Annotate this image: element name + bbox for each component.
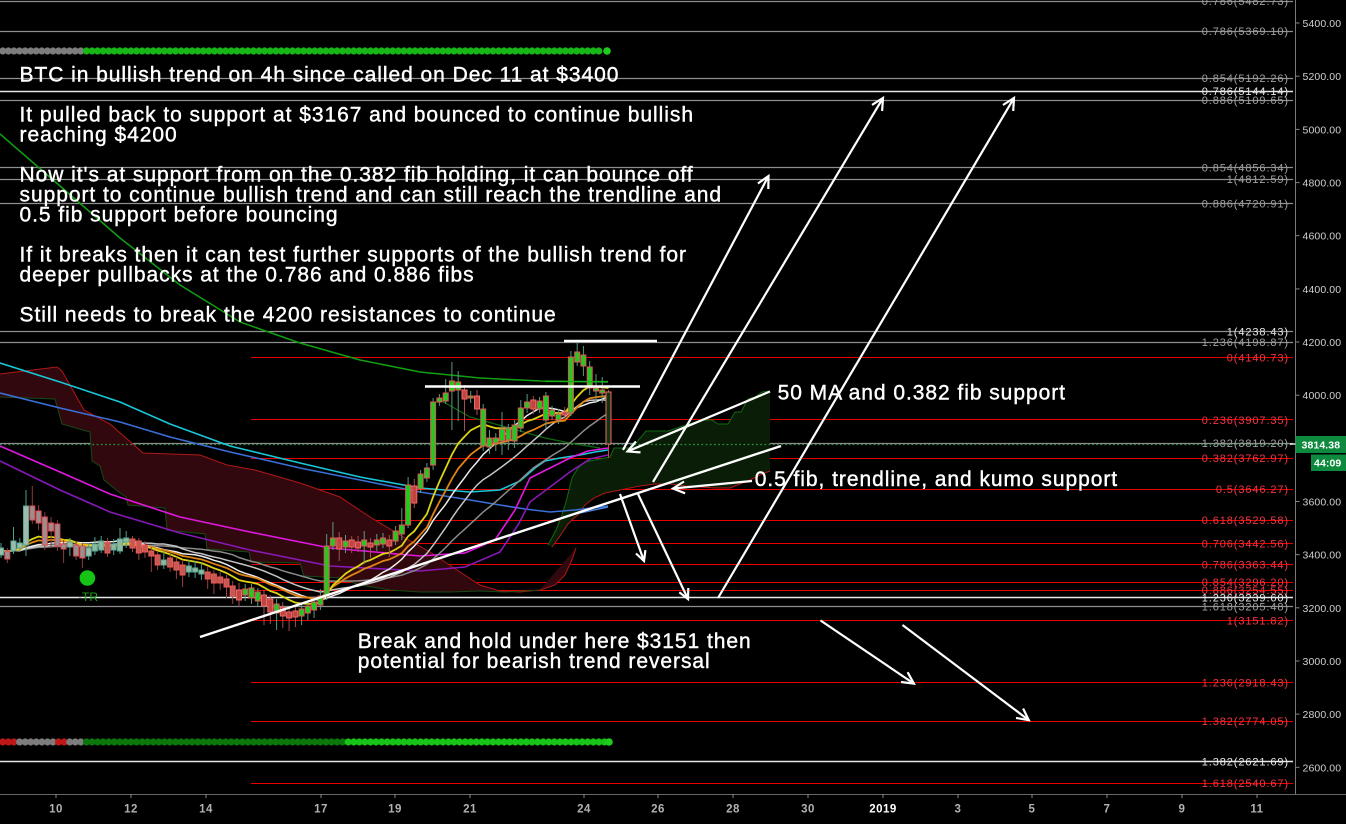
- svg-text:9: 9: [1179, 804, 1186, 816]
- svg-text:deeper pullbacks at the 0.786: deeper pullbacks at the 0.786 and 0.886 …: [20, 264, 475, 287]
- svg-text:3000.00: 3000.00: [1303, 656, 1342, 668]
- svg-text:0.886(4720.91): 0.886(4720.91): [1202, 199, 1289, 211]
- svg-text:0.5(3646.27): 0.5(3646.27): [1216, 484, 1289, 496]
- svg-text:0.886(5109.65): 0.886(5109.65): [1202, 95, 1289, 107]
- svg-text:4800.00: 4800.00: [1303, 178, 1342, 190]
- svg-text:1.382(2621.69): 1.382(2621.69): [1202, 757, 1289, 769]
- svg-text:11: 11: [1250, 804, 1263, 816]
- svg-text:0.706(3442.56): 0.706(3442.56): [1202, 538, 1289, 550]
- svg-text:3814.38: 3814.38: [1302, 440, 1341, 452]
- svg-text:0(4140.73): 0(4140.73): [1227, 353, 1289, 365]
- svg-text:1.236(2918.43): 1.236(2918.43): [1202, 678, 1289, 690]
- svg-text:0.786(3363.44): 0.786(3363.44): [1202, 559, 1289, 571]
- svg-text:0.854(4856.34): 0.854(4856.34): [1202, 163, 1289, 175]
- svg-text:reaching $4200: reaching $4200: [20, 124, 178, 147]
- svg-text:17: 17: [314, 804, 328, 816]
- svg-text:1(4812.59): 1(4812.59): [1227, 174, 1289, 186]
- svg-text:28: 28: [726, 804, 740, 816]
- svg-text:3: 3: [955, 804, 962, 816]
- svg-text:19: 19: [388, 804, 402, 816]
- svg-text:2600.00: 2600.00: [1303, 762, 1342, 774]
- svg-text:0.786(5482.73): 0.786(5482.73): [1202, 0, 1289, 8]
- svg-text:1.236(4198.87): 1.236(4198.87): [1202, 337, 1289, 349]
- svg-text:0.236(3907.35): 0.236(3907.35): [1202, 415, 1289, 427]
- svg-text:21: 21: [463, 804, 477, 816]
- svg-text:1.382(2774.05): 1.382(2774.05): [1202, 716, 1289, 728]
- svg-text:24: 24: [577, 804, 591, 816]
- svg-text:4600.00: 4600.00: [1303, 231, 1342, 243]
- svg-text:BTC in bullish trend on 4h sin: BTC in bullish trend on 4h since called …: [20, 64, 620, 87]
- svg-text:10: 10: [49, 804, 63, 816]
- svg-text:Still needs to break the 4200: Still needs to break the 4200 resistance…: [20, 304, 557, 327]
- svg-text:3400.00: 3400.00: [1303, 550, 1342, 562]
- svg-text:30: 30: [801, 804, 815, 816]
- svg-text:26: 26: [651, 804, 665, 816]
- svg-text:4400.00: 4400.00: [1303, 284, 1342, 296]
- svg-text:5: 5: [1029, 804, 1036, 816]
- svg-text:50 MA and 0.382 fib support: 50 MA and 0.382 fib support: [778, 382, 1066, 405]
- svg-text:2019: 2019: [869, 804, 897, 816]
- svg-text:1(3151.82): 1(3151.82): [1227, 616, 1289, 628]
- svg-text:2800.00: 2800.00: [1303, 709, 1342, 721]
- svg-text:5400.00: 5400.00: [1303, 18, 1342, 30]
- svg-text:4000.00: 4000.00: [1303, 390, 1342, 402]
- svg-text:0.382(3762.97): 0.382(3762.97): [1202, 453, 1289, 465]
- svg-text:4200.00: 4200.00: [1303, 337, 1342, 349]
- svg-text:14: 14: [199, 804, 213, 816]
- svg-text:0.5 fib, trendline, and kumo s: 0.5 fib, trendline, and kumo support: [755, 468, 1118, 491]
- svg-text:44:09: 44:09: [1314, 458, 1341, 470]
- svg-text:1.618(2540.67): 1.618(2540.67): [1202, 778, 1289, 790]
- svg-text:7: 7: [1104, 804, 1111, 816]
- svg-text:1.618(3205.48): 1.618(3205.48): [1202, 601, 1289, 613]
- svg-text:1.382(3819.20): 1.382(3819.20): [1202, 438, 1289, 450]
- svg-text:12: 12: [124, 804, 138, 816]
- svg-text:0.618(3529.58): 0.618(3529.58): [1202, 515, 1289, 527]
- svg-text:·TR: ·TR: [78, 590, 98, 604]
- svg-text:0.786(5369.10): 0.786(5369.10): [1202, 26, 1289, 38]
- svg-text:0.854(5192.26): 0.854(5192.26): [1202, 73, 1289, 85]
- svg-text:3200.00: 3200.00: [1303, 603, 1342, 615]
- svg-text:5000.00: 5000.00: [1303, 124, 1342, 136]
- svg-text:3600.00: 3600.00: [1303, 497, 1342, 509]
- svg-text:5200.00: 5200.00: [1303, 71, 1342, 83]
- svg-text:0.5 fib support before bouncin: 0.5 fib support before bouncing: [20, 204, 339, 227]
- svg-text:potential for bearish trend re: potential for bearish trend reversal: [358, 650, 711, 673]
